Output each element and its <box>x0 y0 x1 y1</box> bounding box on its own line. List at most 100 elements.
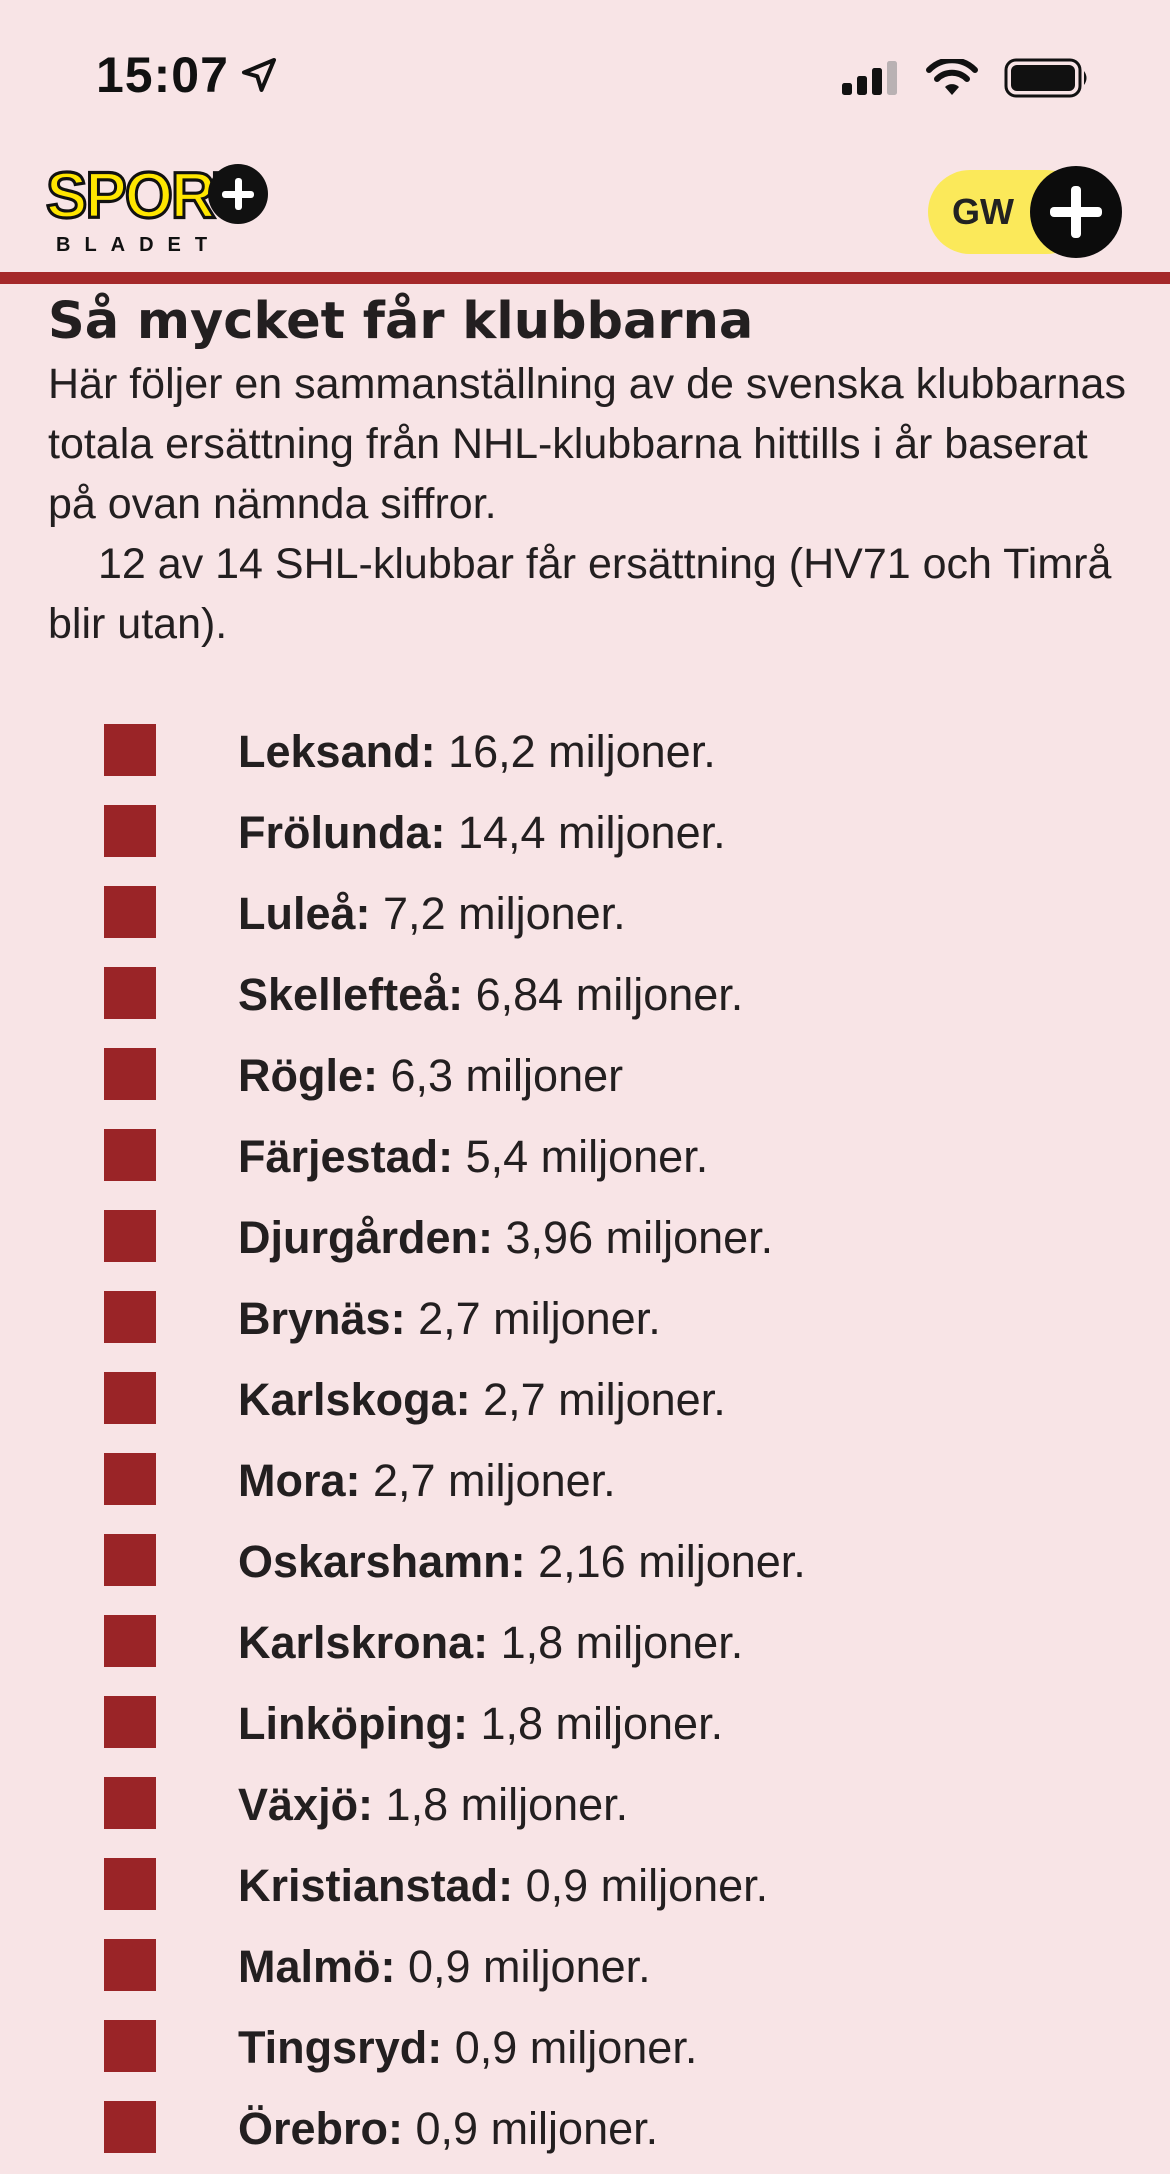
list-item: Skellefteå: 6,84 miljoner. <box>104 959 1104 1040</box>
club-name: Växjö: <box>238 1779 374 1830</box>
list-item: Frölunda: 14,4 miljoner. <box>104 797 1104 878</box>
list-item: Färjestad: 5,4 miljoner. <box>104 1121 1104 1202</box>
club-name: Djurgården: <box>238 1212 494 1263</box>
list-item: Malmö: 0,9 miljoner. <box>104 1931 1104 2012</box>
plus-icon <box>1030 166 1122 258</box>
app-header: SPORT BLADET GW <box>0 150 1170 272</box>
square-bullet-icon <box>104 2101 156 2153</box>
square-bullet-icon <box>104 967 156 1019</box>
club-amount: 1,8 miljoner. <box>373 1779 629 1830</box>
club-name: Rögle: <box>238 1050 378 1101</box>
club-entry: Kristianstad: 0,9 miljoner. <box>238 1860 768 1912</box>
club-entry: Rögle: 6,3 miljoner <box>238 1050 623 1102</box>
club-name: Tingsryd: <box>238 2022 443 2073</box>
account-button[interactable]: GW <box>928 166 1123 258</box>
club-name: Linköping: <box>238 1698 468 1749</box>
club-entry: Karlskoga: 2,7 miljoner. <box>238 1374 726 1426</box>
club-entry: Oskarshamn: 2,16 miljoner. <box>238 1536 806 1588</box>
intro-paragraph-2: 12 av 14 SHL-klubbar får ersättning (HV7… <box>48 540 1112 648</box>
square-bullet-icon <box>104 1210 156 1262</box>
list-item: Rögle: 6,3 miljoner <box>104 1040 1104 1121</box>
club-entry: Frölunda: 14,4 miljoner. <box>238 807 726 859</box>
cellular-signal-icon <box>842 61 900 95</box>
club-amount: 2,7 miljoner. <box>405 1293 661 1344</box>
club-compensation-list: Leksand: 16,2 miljoner. Frölunda: 14,4 m… <box>104 716 1104 2174</box>
status-time-group: 15:07 <box>96 46 279 104</box>
list-item: Kristianstad: 0,9 miljoner. <box>104 1850 1104 1931</box>
square-bullet-icon <box>104 1858 156 1910</box>
club-entry: Malmö: 0,9 miljoner. <box>238 1941 651 1993</box>
club-entry: Skellefteå: 6,84 miljoner. <box>238 969 743 1021</box>
club-entry: Brynäs: 2,7 miljoner. <box>238 1293 661 1345</box>
wifi-icon <box>926 59 978 97</box>
club-amount: 2,7 miljoner. <box>360 1455 616 1506</box>
club-name: Skellefteå: <box>238 969 464 1020</box>
club-entry: Luleå: 7,2 miljoner. <box>238 888 626 940</box>
club-amount: 0,9 miljoner. <box>442 2022 698 2073</box>
square-bullet-icon <box>104 1615 156 1667</box>
club-name: Färjestad: <box>238 1131 454 1182</box>
square-bullet-icon <box>104 724 156 776</box>
list-item: Växjö: 1,8 miljoner. <box>104 1769 1104 1850</box>
status-icons <box>842 58 1090 98</box>
article-heading: Så mycket får klubbarna <box>48 292 754 351</box>
square-bullet-icon <box>104 1534 156 1586</box>
club-name: Karlskoga: <box>238 1374 471 1425</box>
club-amount: 2,16 miljoner. <box>525 1536 806 1587</box>
square-bullet-icon <box>104 2020 156 2072</box>
list-item: Brynäs: 2,7 miljoner. <box>104 1283 1104 1364</box>
club-amount: 1,8 miljoner. <box>467 1698 724 1749</box>
square-bullet-icon <box>104 1777 156 1829</box>
list-item: Luleå: 7,2 miljoner. <box>104 878 1104 959</box>
battery-icon <box>1004 58 1090 98</box>
club-entry: Örebro: 0,9 miljoner. <box>238 2103 658 2155</box>
club-amount: 2,7 miljoner. <box>470 1374 726 1425</box>
square-bullet-icon <box>104 1048 156 1100</box>
club-amount: 0,9 miljoner. <box>403 2103 659 2154</box>
club-name: Karlskrona: <box>238 1617 489 1668</box>
header-divider <box>0 272 1170 284</box>
list-item: Tingsryd: 0,9 miljoner. <box>104 2012 1104 2093</box>
article-intro: Här följer en sammanställning av de sven… <box>48 354 1128 654</box>
club-entry: Färjestad: 5,4 miljoner. <box>238 1131 708 1183</box>
club-entry: Djurgården: 3,96 miljoner. <box>238 1212 773 1264</box>
club-amount: 7,2 miljoner. <box>370 888 626 939</box>
club-amount: 16,2 miljoner. <box>435 726 716 777</box>
club-name: Kristianstad: <box>238 1860 514 1911</box>
club-amount: 6,3 miljoner <box>378 1050 624 1101</box>
club-entry: Karlskrona: 1,8 miljoner. <box>238 1617 743 1669</box>
club-name: Frölunda: <box>238 807 446 858</box>
list-item: Karlskoga: 2,7 miljoner. <box>104 1364 1104 1445</box>
article-body: Så mycket får klubbarna Här följer en sa… <box>48 290 1128 2154</box>
club-amount: 6,84 miljoner. <box>463 969 744 1020</box>
club-name: Brynäs: <box>238 1293 406 1344</box>
club-name: Luleå: <box>238 888 371 939</box>
list-item: Örebro: 0,9 miljoner. <box>104 2093 1104 2174</box>
club-entry: Tingsryd: 0,9 miljoner. <box>238 2022 697 2074</box>
square-bullet-icon <box>104 1291 156 1343</box>
logo-bladet-text: BLADET <box>56 234 222 256</box>
list-item: Oskarshamn: 2,16 miljoner. <box>104 1526 1104 1607</box>
club-amount: 3,96 miljoner. <box>493 1212 774 1263</box>
club-name: Mora: <box>238 1455 361 1506</box>
sportbladet-logo[interactable]: SPORT BLADET <box>45 162 286 260</box>
plus-icon <box>208 164 268 224</box>
square-bullet-icon <box>104 1372 156 1424</box>
list-item: Linköping: 1,8 miljoner. <box>104 1688 1104 1769</box>
status-bar: 15:07 <box>0 0 1170 150</box>
square-bullet-icon <box>104 805 156 857</box>
club-name: Oskarshamn: <box>238 1536 526 1587</box>
club-entry: Växjö: 1,8 miljoner. <box>238 1779 628 1831</box>
club-amount: 5,4 miljoner. <box>453 1131 709 1182</box>
club-name: Malmö: <box>238 1941 396 1992</box>
club-amount: 0,9 miljoner. <box>395 1941 651 1992</box>
club-amount: 1,8 miljoner. <box>488 1617 744 1668</box>
club-entry: Mora: 2,7 miljoner. <box>238 1455 616 1507</box>
square-bullet-icon <box>104 1129 156 1181</box>
club-name: Örebro: <box>238 2103 404 2154</box>
square-bullet-icon <box>104 1696 156 1748</box>
status-time: 15:07 <box>96 47 229 103</box>
intro-paragraph-1: Här följer en sammanställning av de sven… <box>48 360 1126 528</box>
club-amount: 14,4 miljoner. <box>445 807 726 858</box>
square-bullet-icon <box>104 886 156 938</box>
